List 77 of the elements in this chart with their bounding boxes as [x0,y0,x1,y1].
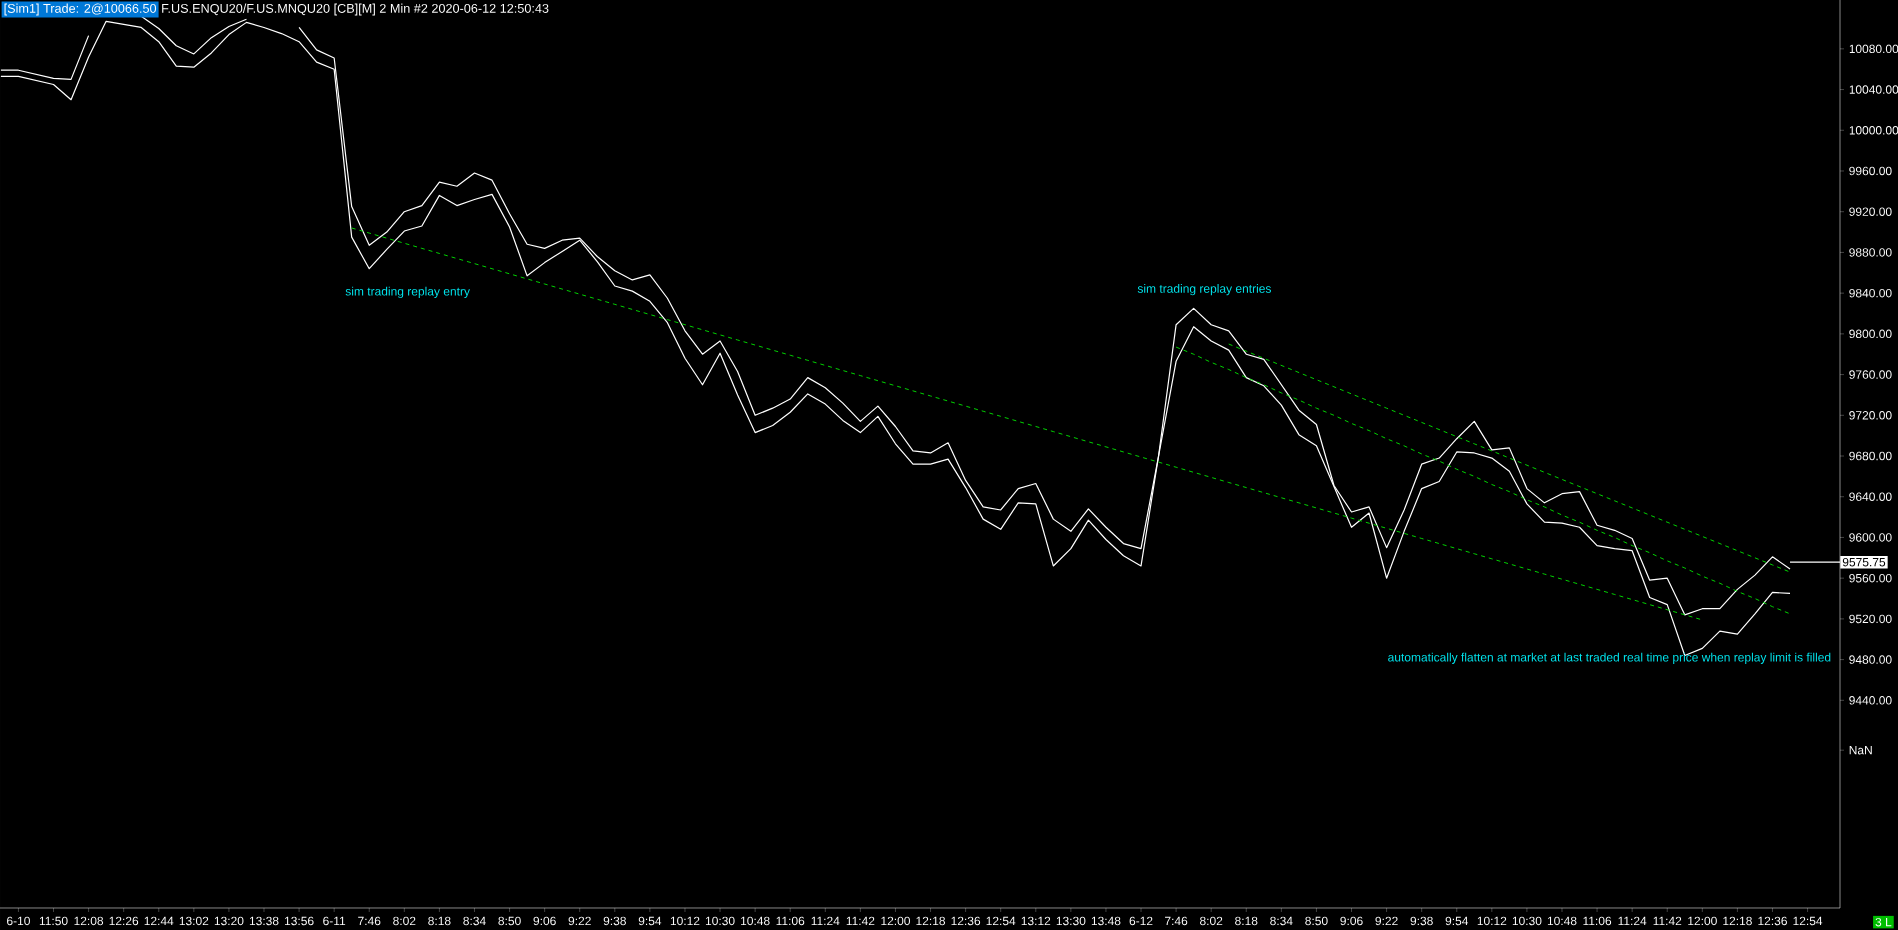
annotation: sim trading replay entries [1137,284,1271,296]
x-tick-label: 12:54 [1793,916,1823,926]
x-tick-label: 6-10 [7,916,30,926]
x-tick-label: 11:24 [1618,916,1647,926]
y-tick-label: 9520.00 [1849,614,1892,624]
x-tick-label: 7:46 [1165,916,1188,926]
x-tick-label: 12:18 [916,916,946,926]
annotation: automatically flatten at market at last traded real time price when replay limit is filled [1388,652,1831,664]
y-tick-label: 10000.00 [1849,126,1898,135]
x-tick-label: 8:18 [1235,916,1258,926]
x-tick-label: 10:12 [670,916,700,926]
y-tick-label: 9440.00 [1849,696,1892,705]
x-tick-label: 13:02 [179,916,209,926]
chart-title: [Sim1] Trade: 2@10066.50 [4,3,157,16]
y-tick-label: 9760.00 [1849,370,1892,379]
x-tick-label: 11:42 [846,916,875,926]
x-tick-label: 9:06 [1340,916,1363,926]
text: 3 L [1875,917,1892,927]
x-tick-label: 12:36 [951,916,981,926]
x-tick-label: 11:24 [811,916,840,926]
x-tick-label: 9:22 [568,916,591,926]
x-tick-label: 7:46 [358,916,381,926]
x-tick-label: 13:20 [214,916,244,926]
x-tick-label: 11:50 [39,916,68,926]
y-tick-label: 9640.00 [1849,492,1892,501]
y-tick-label: 9560.00 [1849,573,1892,583]
x-tick-label: 8:18 [428,916,451,926]
x-tick-label: 13:38 [249,916,279,926]
y-tick-label: 10040.00 [1849,85,1898,94]
y-tick-label: NaN [1849,746,1872,755]
y-tick-label: 9920.00 [1849,207,1892,216]
x-tick-label: 12:44 [144,916,174,926]
x-tick-label: 13:30 [1056,916,1086,926]
x-tick-label: 12:54 [986,916,1016,926]
y-tick-label: 9720.00 [1849,411,1892,420]
x-tick-label: 8:02 [393,916,416,926]
annotation: sim trading replay entry [345,286,470,298]
x-tick-label: 10:30 [705,916,735,926]
x-tick-label: 8:34 [463,916,486,926]
x-tick-label: 10:48 [741,916,770,926]
x-tick-label: 9:54 [1445,916,1469,926]
y-tick-label: 9680.00 [1849,451,1892,461]
x-tick-label: 11:06 [776,916,805,926]
chart-subtitle: F.US.ENQU20/F.US.MNQU20 [CB][M] 2 Min #2 2020-06-12 12:50:43 [162,3,549,16]
x-tick-label: 13:12 [1021,916,1051,926]
x-tick-label: 12:26 [109,916,139,926]
x-tick-label: 10:48 [1547,916,1577,926]
y-tick-label: 9960.00 [1849,166,1892,176]
x-tick-label: 9:06 [533,916,556,926]
x-tick-label: 13:56 [284,916,314,926]
x-tick-label: 8:02 [1200,916,1223,926]
x-tick-label: 13:48 [1091,916,1121,926]
x-tick-label: 12:36 [1758,916,1787,926]
x-tick-label: 10:30 [1512,916,1542,926]
x-tick-label: 12:00 [881,916,910,926]
x-tick-label: 11:06 [1583,916,1612,926]
x-tick-label: 11:42 [1653,916,1682,926]
x-tick-label: 9:54 [638,916,662,926]
y-tick-label: 9800.00 [1849,329,1892,339]
x-tick-label: 6-12 [1129,916,1153,926]
y-tick-label: 10080.00 [1849,44,1898,54]
y-tick-label: 9480.00 [1849,655,1892,664]
y-tick-label: 9880.00 [1849,248,1892,257]
y-tick-label: 9600.00 [1849,533,1892,542]
ref-line-label: 9575.75 [1842,557,1886,567]
x-tick-label: 8:50 [498,916,521,926]
y-tick-label: 9840.00 [1849,288,1892,298]
x-tick-label: 6-11 [323,916,346,926]
x-tick-label: 8:34 [1270,916,1293,926]
x-tick-label: 8:50 [1305,916,1328,926]
x-tick-label: 10:12 [1477,916,1507,926]
x-tick-label: 12:00 [1688,916,1717,926]
x-tick-label: 9:38 [1410,916,1433,926]
x-tick-label: 12:18 [1723,916,1752,926]
x-tick-label: 9:22 [1375,916,1398,926]
x-tick-label: 9:38 [603,916,626,926]
x-tick-label: 12:08 [74,916,104,926]
